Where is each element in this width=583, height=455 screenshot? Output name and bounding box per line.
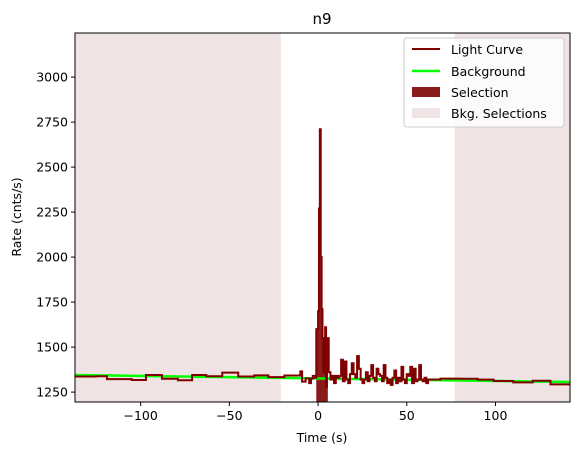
- y-tick-label: 2250: [36, 205, 68, 220]
- legend: Light Curve Background Selection Bkg. Se…: [403, 37, 565, 128]
- bkg-selection-region-1: [75, 33, 281, 402]
- background-fit: [74, 373, 571, 384]
- legend-bkg-selections-label: Bkg. Selections: [451, 106, 547, 121]
- y-axis-label: Rate (cnts/s): [9, 177, 24, 256]
- light-curve: [75, 128, 570, 388]
- legend-bkg-selections-swatch: [412, 108, 440, 118]
- y-tick-label: 3000: [36, 70, 68, 85]
- y-axis-ticks: 1250 1500 1750 2000 2250 2500 2750 3000: [36, 70, 75, 400]
- y-tick-label: 1750: [36, 295, 68, 310]
- x-tick-label: −100: [123, 408, 157, 423]
- legend-selection-swatch: [412, 87, 440, 97]
- y-tick-label: 1250: [36, 385, 68, 400]
- x-tick-label: 50: [399, 408, 415, 423]
- selection-fill: [316, 129, 328, 403]
- selection-region: [316, 129, 328, 403]
- x-tick-label: −50: [216, 408, 242, 423]
- x-axis-label: Time (s): [296, 430, 348, 445]
- legend-light-curve-label: Light Curve: [451, 42, 523, 57]
- y-tick-label: 2000: [36, 250, 68, 265]
- legend-selection-label: Selection: [451, 85, 509, 100]
- y-tick-label: 2750: [36, 115, 68, 130]
- legend-background-label: Background: [451, 64, 526, 79]
- x-tick-label: 0: [314, 408, 322, 423]
- y-tick-label: 1500: [36, 340, 68, 355]
- x-axis-ticks: −100 −50 0 50 100: [123, 402, 507, 423]
- background-fit-line: [74, 373, 571, 384]
- chart-title: n9: [312, 10, 331, 28]
- x-tick-label: 100: [484, 408, 508, 423]
- y-tick-label: 2500: [36, 160, 68, 175]
- plot-frame: [74, 32, 571, 403]
- legend-frame: [403, 37, 565, 128]
- light-curve-line: [75, 128, 570, 388]
